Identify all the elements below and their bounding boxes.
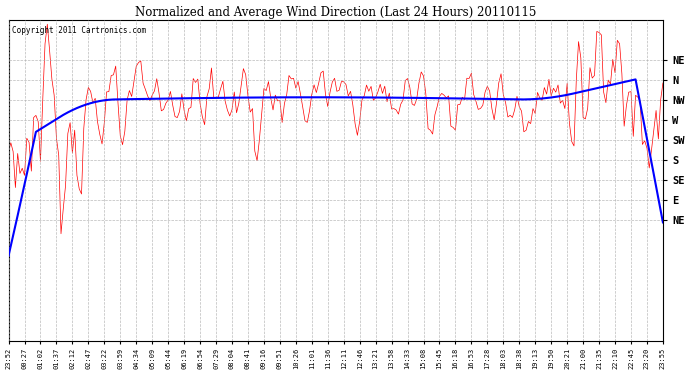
- Title: Normalized and Average Wind Direction (Last 24 Hours) 20110115: Normalized and Average Wind Direction (L…: [135, 6, 536, 18]
- Text: Copyright 2011 Cartronics.com: Copyright 2011 Cartronics.com: [12, 26, 146, 35]
